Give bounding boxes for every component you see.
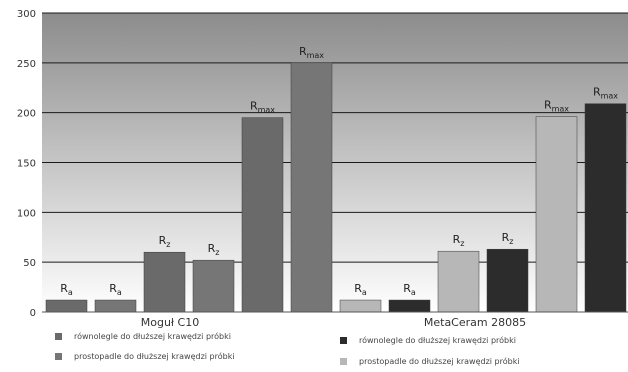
legend-label: prostopadle do dłuższej krawędzi próbki (74, 352, 235, 361)
bar-label-rz: Rz (453, 233, 465, 248)
y-tick-label: 100 (17, 208, 36, 219)
y-tick-label: 50 (23, 258, 36, 269)
bar-label-rz: Rz (159, 234, 171, 249)
bar-rz (192, 259, 235, 313)
y-tick-label: 300 (17, 9, 36, 20)
legend-swatch (340, 337, 347, 344)
bar-rmax (241, 117, 284, 313)
legend-label: równolegle do dłuższej krawędzi próbki (359, 336, 516, 345)
bar-rmax (584, 103, 627, 313)
legend-swatch (340, 358, 347, 365)
bar-rmax (290, 62, 333, 313)
y-tick-label: 200 (17, 109, 36, 120)
legend-swatch (55, 353, 62, 360)
legend-swatch (55, 333, 62, 340)
bar-ra (339, 299, 382, 313)
bar-ra (388, 299, 431, 313)
legend-label: równolegle do dłuższej krawędzi próbki (74, 332, 231, 341)
legend-item-meta-perpendicular: prostopadle do dłuższej krawędzi próbki (340, 357, 520, 366)
bars (45, 62, 627, 313)
bar-ra (45, 299, 88, 313)
legend-item-mogul-parallel: równolegle do dłuższej krawędzi próbki (55, 332, 231, 341)
y-axis-ticks: 0 50 100 150 200 250 300 (17, 9, 36, 319)
y-tick-label: 250 (17, 59, 36, 70)
bar-rz (143, 251, 186, 313)
y-tick-label: 150 (17, 159, 36, 170)
legend-item-meta-parallel: równolegle do dłuższej krawędzi próbki (340, 336, 516, 345)
bar-label-rz: Rz (208, 242, 220, 257)
group-label-metaceram: MetaCeram 28085 (423, 316, 527, 329)
bar-rmax (535, 116, 578, 313)
bar-rz (486, 248, 529, 313)
group-label-mogul: Moguł C10 (140, 316, 200, 329)
y-tick-label: 0 (30, 308, 36, 319)
bar-label-rz: Rz (502, 231, 514, 246)
legend-item-mogul-perpendicular: prostopadle do dłuższej krawędzi próbki (55, 352, 235, 361)
gridlines (42, 12, 628, 263)
legend-label: prostopadle do dłuższej krawędzi próbki (359, 357, 520, 366)
bar-rz (437, 250, 480, 313)
bar-ra (94, 299, 137, 313)
